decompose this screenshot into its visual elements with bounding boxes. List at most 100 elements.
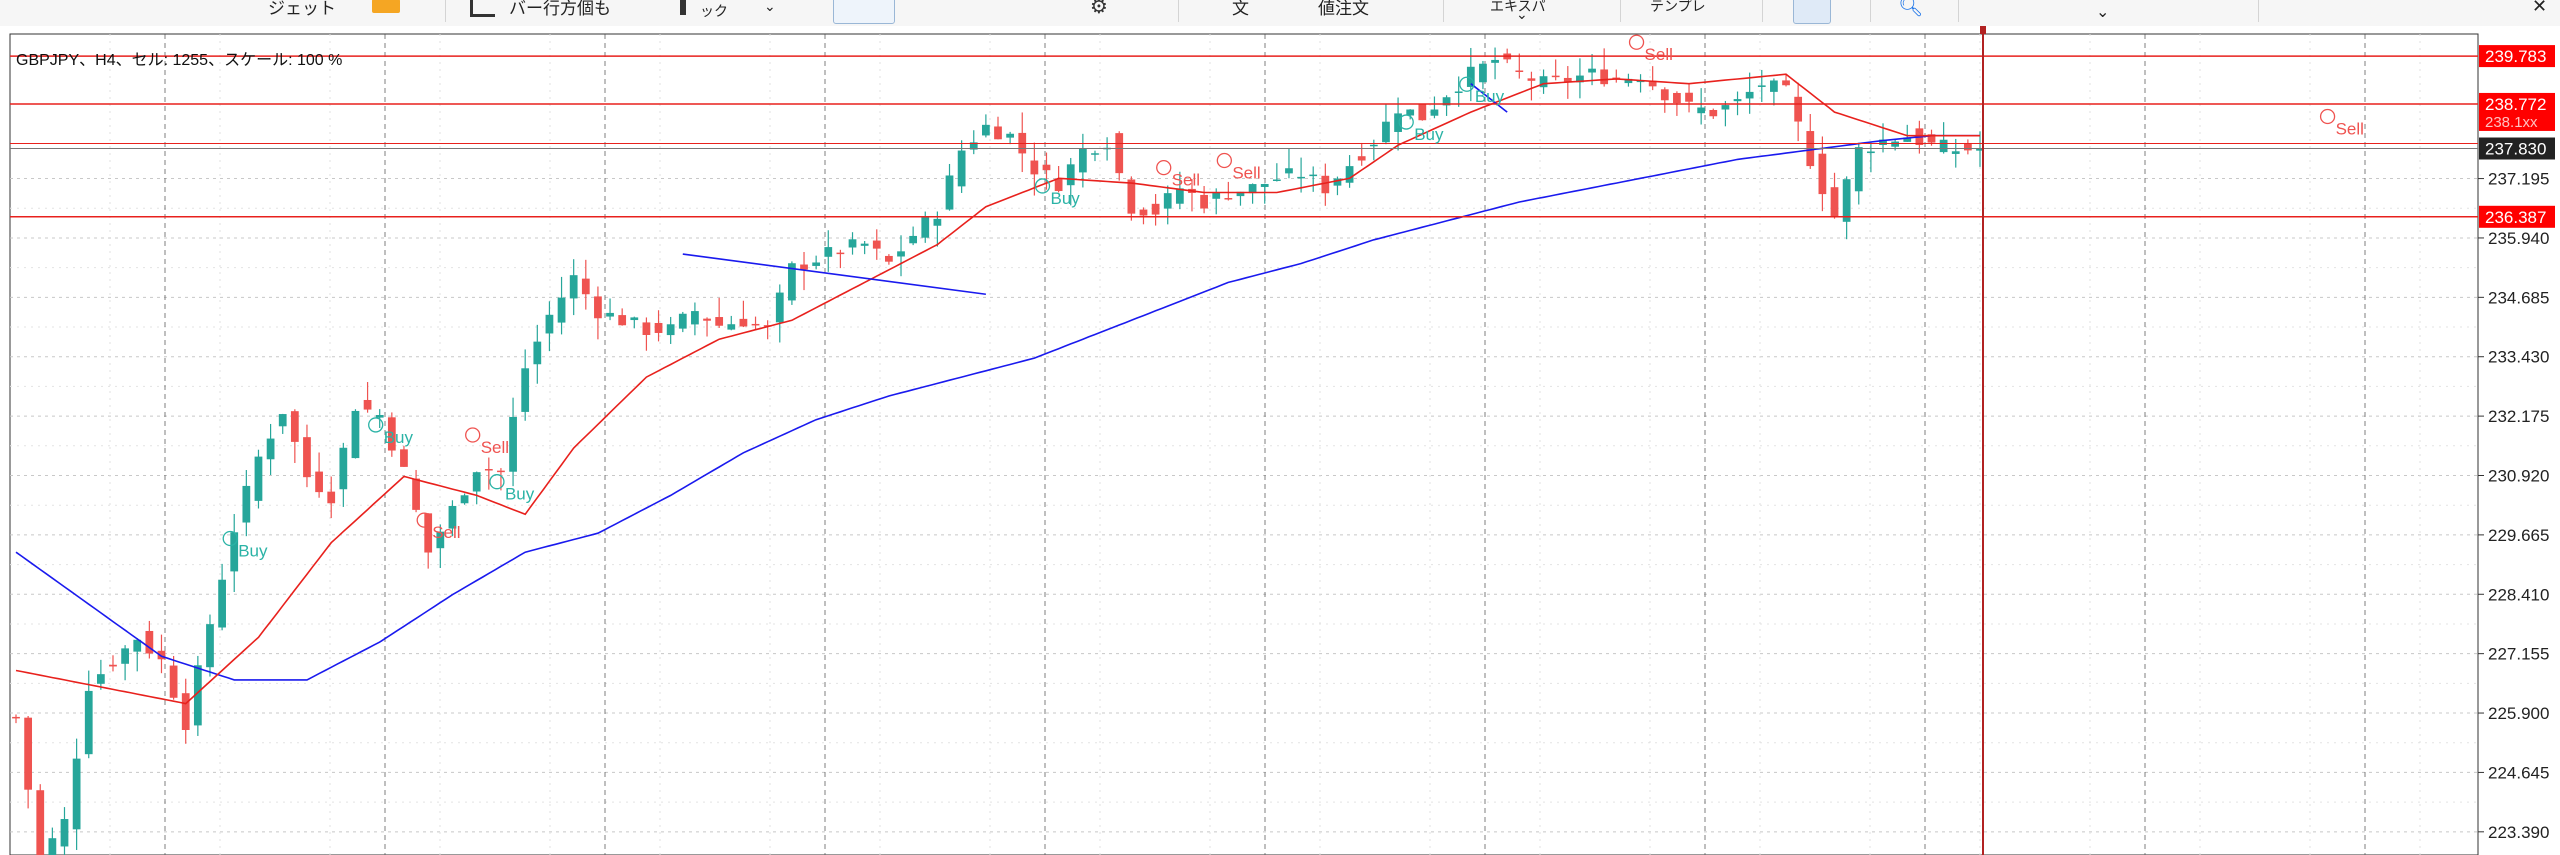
candle-body	[1867, 151, 1875, 154]
candle-body	[375, 415, 384, 418]
price-tag-label: 239.783	[2485, 47, 2546, 66]
settings-icon[interactable]: ⚙	[1090, 0, 1108, 18]
signal-marker-icon	[2319, 108, 2336, 125]
candle-body	[1479, 63, 1487, 83]
candle-body	[1551, 75, 1560, 78]
signal-marker-icon	[1459, 76, 1475, 92]
candle-body	[72, 758, 81, 830]
close-icon[interactable]: ✕	[2532, 0, 2548, 16]
candle-body	[1418, 103, 1427, 121]
price-tag-label-hidden: 238.1xx	[2485, 114, 2538, 131]
toolbar-item-widget[interactable]: ジェット	[268, 0, 400, 18]
candle-body	[121, 648, 129, 664]
toolbar-item-limit-order[interactable]: 値注文	[1318, 0, 1369, 18]
candle-body	[1345, 166, 1354, 183]
slow-moving-average-line	[15, 134, 1980, 681]
candle-body	[630, 317, 639, 321]
signal-label: Sell	[432, 523, 460, 542]
y-axis-tick-label: 229.665	[2488, 526, 2549, 545]
signal-marker-icon	[416, 512, 432, 528]
toolbar-item-tick[interactable]: ック ⌄	[680, 0, 776, 19]
toolbar-item-order-label: 文	[1232, 0, 1249, 18]
candles-group	[12, 47, 1984, 855]
candle-body	[387, 417, 396, 451]
candle-body	[715, 317, 724, 326]
candle-body	[521, 368, 530, 412]
candle-body	[230, 532, 239, 572]
toolbar-item-expert[interactable]: エキスパ ⌄	[1490, 0, 1546, 22]
search-icon[interactable]: 🔍︎	[1898, 0, 1924, 18]
candle-body	[836, 252, 845, 255]
price-tag-background-hidden	[2479, 112, 2555, 131]
candle-body	[945, 175, 954, 210]
candle-body	[981, 124, 990, 136]
candle-body	[1430, 109, 1439, 116]
candle-body	[1515, 70, 1524, 73]
signal-marker-icon	[1216, 152, 1232, 169]
chevron-down-icon[interactable]: ⌄	[2096, 4, 2110, 21]
signal-label: Sell	[1645, 45, 1673, 64]
candle-body	[460, 495, 469, 504]
toolbar-item-order[interactable]: 文	[1232, 0, 1249, 18]
candle-body	[618, 315, 627, 326]
y-axis-tick-label: 235.940	[2488, 229, 2549, 248]
candle-body	[1770, 80, 1778, 92]
candle-body	[96, 674, 105, 684]
candle-body	[1224, 198, 1233, 200]
candle-body	[1151, 203, 1160, 215]
candle-body	[860, 243, 869, 246]
toolbar-item-bar-display[interactable]: バー行方個も	[470, 0, 611, 18]
toolbar: ジェット バー行方個も ック ⌄ ⚙ 文 値注文 エキスパ ⌄ テンプレ 🔍︎ …	[0, 0, 2560, 26]
candle-body	[788, 263, 796, 301]
candle-body	[957, 150, 966, 187]
price-chart[interactable]: 239.783 238.772 236.387 238.1xx 237.830 237.1…	[0, 26, 2560, 855]
candle-body	[339, 447, 348, 490]
candle-body	[1939, 139, 1948, 153]
plot-border	[9, 33, 2479, 855]
candle-body	[727, 324, 736, 330]
candle-body	[1903, 137, 1912, 142]
crosshair-button[interactable]	[1793, 0, 1831, 24]
candle-body	[36, 790, 45, 855]
candle-body	[1660, 89, 1669, 101]
chevron-down-icon: ⌄	[764, 0, 776, 14]
candle-body	[885, 255, 893, 262]
candle-body	[303, 437, 311, 478]
candle-body	[897, 251, 905, 257]
candle-body	[1333, 178, 1342, 186]
trendline	[1470, 83, 1508, 113]
candle-body	[1927, 134, 1936, 143]
candle-body	[12, 716, 20, 719]
toolbar-separator	[1958, 0, 1959, 22]
candle-body	[775, 292, 784, 323]
y-axis-tick-label: 228.410	[2488, 585, 2549, 604]
signal-marker-icon	[1034, 178, 1051, 194]
candle-body	[594, 296, 602, 319]
price-tag-label: 238.772	[2485, 95, 2546, 114]
toolbar-item-widget-label: ジェット	[268, 0, 336, 18]
toolbar-separator	[1178, 0, 1179, 22]
candle-body	[218, 579, 226, 628]
price-tag-background	[2479, 205, 2555, 228]
signal-label: Sell	[1232, 164, 1260, 183]
candle-body	[1442, 97, 1451, 106]
chart-window[interactable]: 239.783 238.772 236.387 238.1xx 237.830 237.1…	[0, 26, 2560, 855]
candle-body	[1976, 148, 1984, 151]
toolbar-item-bar-display-label: バー行方個も	[509, 0, 611, 18]
candle-body	[739, 318, 748, 327]
toolbar-item-template[interactable]: テンプレ	[1650, 0, 1706, 18]
candle-body	[315, 471, 323, 493]
toolbar-toggle-button[interactable]	[833, 0, 895, 24]
signal-label: Sell	[1172, 171, 1200, 190]
candle-body	[242, 485, 251, 523]
candle-body	[254, 456, 263, 501]
candle-body	[48, 838, 57, 855]
candle-body	[1078, 148, 1087, 173]
candle-body	[545, 314, 554, 334]
signal-label: Buy	[1414, 125, 1444, 144]
candle-body	[533, 341, 542, 365]
candle-body	[1745, 91, 1754, 99]
signal-label: Buy	[1475, 87, 1505, 106]
candle-body	[1648, 80, 1657, 87]
candle-body	[193, 665, 202, 726]
